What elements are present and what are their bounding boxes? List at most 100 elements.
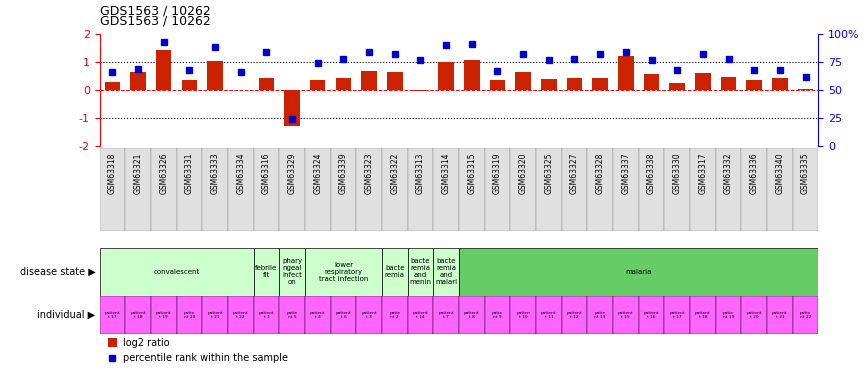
FancyBboxPatch shape	[408, 148, 433, 231]
Text: GSM63325: GSM63325	[545, 152, 553, 194]
Text: GSM63326: GSM63326	[159, 152, 168, 194]
Text: patient
t 7: patient t 7	[438, 311, 454, 319]
FancyBboxPatch shape	[536, 148, 562, 231]
FancyBboxPatch shape	[382, 296, 408, 334]
Text: GDS1563 / 10262: GDS1563 / 10262	[100, 15, 210, 28]
Text: patient
t 11: patient t 11	[541, 311, 557, 319]
Bar	[438, 62, 454, 90]
Bar	[259, 78, 275, 90]
Text: patient
t 3: patient t 3	[361, 311, 377, 319]
FancyBboxPatch shape	[767, 296, 792, 334]
Bar	[131, 72, 145, 90]
Text: patient
t 18: patient t 18	[695, 311, 711, 319]
FancyBboxPatch shape	[638, 148, 664, 231]
Bar	[182, 80, 197, 90]
Text: GSM63313: GSM63313	[416, 152, 425, 194]
Text: convalescent: convalescent	[153, 269, 200, 275]
Text: GSM63333: GSM63333	[210, 152, 220, 194]
Bar	[746, 80, 762, 90]
FancyBboxPatch shape	[741, 148, 767, 231]
Text: patient
t 8: patient t 8	[464, 311, 480, 319]
Text: GSM63334: GSM63334	[236, 152, 245, 194]
Text: patient
t 22: patient t 22	[233, 311, 249, 319]
Text: patient
t 14: patient t 14	[413, 311, 429, 319]
FancyBboxPatch shape	[741, 296, 767, 334]
Text: bacte
remia
and
malari: bacte remia and malari	[435, 258, 457, 285]
FancyBboxPatch shape	[792, 148, 818, 231]
FancyBboxPatch shape	[715, 148, 741, 231]
Text: patient
t 6: patient t 6	[336, 311, 352, 319]
FancyBboxPatch shape	[254, 148, 279, 231]
FancyBboxPatch shape	[562, 148, 587, 231]
FancyBboxPatch shape	[433, 248, 459, 296]
Text: disease state ▶: disease state ▶	[20, 267, 95, 277]
Bar	[207, 61, 223, 90]
FancyBboxPatch shape	[177, 148, 203, 231]
Text: patient
t 21: patient t 21	[772, 311, 788, 319]
Bar	[695, 73, 710, 90]
Text: lower
respiratory
tract infection: lower respiratory tract infection	[319, 262, 368, 282]
Text: patie
nt 20: patie nt 20	[184, 311, 195, 319]
FancyBboxPatch shape	[485, 296, 510, 334]
Bar	[361, 71, 377, 90]
FancyBboxPatch shape	[331, 148, 356, 231]
Bar	[541, 80, 557, 90]
Text: GSM63316: GSM63316	[262, 152, 271, 194]
FancyBboxPatch shape	[638, 296, 664, 334]
FancyBboxPatch shape	[664, 148, 690, 231]
Text: GSM63338: GSM63338	[647, 152, 656, 194]
FancyBboxPatch shape	[356, 148, 382, 231]
FancyBboxPatch shape	[177, 296, 203, 334]
Text: GSM63327: GSM63327	[570, 152, 579, 194]
FancyBboxPatch shape	[151, 148, 177, 231]
Bar	[336, 78, 351, 90]
Bar	[515, 72, 531, 90]
FancyBboxPatch shape	[767, 148, 792, 231]
Text: patient
t 17: patient t 17	[105, 311, 120, 319]
FancyBboxPatch shape	[587, 148, 613, 231]
Text: GSM63330: GSM63330	[673, 152, 682, 194]
Text: GSM63323: GSM63323	[365, 152, 373, 194]
FancyBboxPatch shape	[382, 248, 408, 296]
FancyBboxPatch shape	[228, 296, 254, 334]
FancyBboxPatch shape	[254, 248, 279, 296]
FancyBboxPatch shape	[664, 296, 690, 334]
Bar	[643, 74, 659, 90]
Bar	[156, 50, 171, 90]
Text: patie
nt 2: patie nt 2	[389, 311, 400, 319]
Text: GSM63324: GSM63324	[313, 152, 322, 194]
FancyBboxPatch shape	[279, 296, 305, 334]
Text: patient
t 20: patient t 20	[746, 311, 762, 319]
Text: bacte
remia
and
menin: bacte remia and menin	[410, 258, 431, 285]
FancyBboxPatch shape	[305, 148, 331, 231]
FancyBboxPatch shape	[126, 148, 151, 231]
Bar	[310, 80, 326, 90]
FancyBboxPatch shape	[100, 148, 126, 231]
Text: patient
t 4: patient t 4	[310, 311, 326, 319]
FancyBboxPatch shape	[433, 296, 459, 334]
FancyBboxPatch shape	[382, 148, 408, 231]
FancyBboxPatch shape	[331, 296, 356, 334]
Bar	[387, 72, 403, 90]
Text: GSM63335: GSM63335	[801, 152, 810, 194]
FancyBboxPatch shape	[587, 296, 613, 334]
FancyBboxPatch shape	[690, 148, 715, 231]
FancyBboxPatch shape	[485, 148, 510, 231]
FancyBboxPatch shape	[562, 296, 587, 334]
Bar	[721, 77, 736, 90]
Text: GSM63319: GSM63319	[493, 152, 502, 194]
FancyBboxPatch shape	[100, 296, 126, 334]
Text: patient
t 1: patient t 1	[259, 311, 275, 319]
Text: GSM63331: GSM63331	[185, 152, 194, 194]
Bar	[772, 78, 787, 90]
Text: patient
t 12: patient t 12	[566, 311, 582, 319]
FancyBboxPatch shape	[254, 296, 279, 334]
FancyBboxPatch shape	[126, 296, 151, 334]
Bar	[669, 83, 685, 90]
Text: patien
t 10: patien t 10	[516, 311, 530, 319]
Text: GSM63321: GSM63321	[133, 152, 143, 194]
Text: febrile
fit: febrile fit	[255, 266, 278, 278]
Text: percentile rank within the sample: percentile rank within the sample	[123, 353, 288, 363]
Bar	[798, 88, 813, 90]
FancyBboxPatch shape	[459, 248, 818, 296]
